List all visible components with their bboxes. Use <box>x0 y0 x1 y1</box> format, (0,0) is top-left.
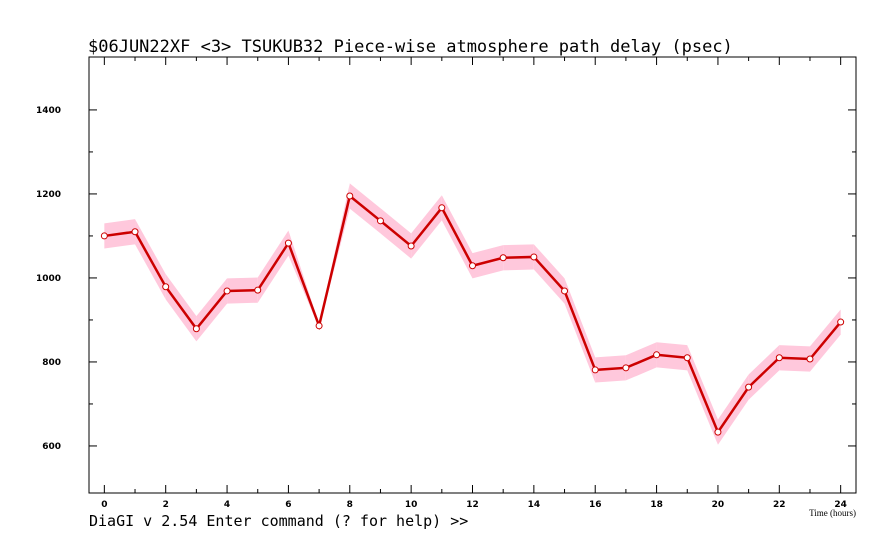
status-line: DiaGI v 2.54 Enter command (? for help) … <box>89 512 468 530</box>
y-tick-label: 1000 <box>36 274 61 284</box>
data-point <box>530 253 538 261</box>
x-tick-label: 16 <box>589 500 602 510</box>
data-point <box>653 351 661 359</box>
x-tick-label: 6 <box>285 500 291 510</box>
y-tick-label: 1200 <box>36 190 61 200</box>
data-point <box>683 354 691 362</box>
x-tick-label: 22 <box>773 500 786 510</box>
data-point <box>284 239 292 247</box>
x-axis-label: Time (hours) <box>809 508 856 518</box>
data-point <box>622 364 630 372</box>
data-point <box>714 428 722 436</box>
y-tick-label: 600 <box>42 442 61 452</box>
x-tick-label: 8 <box>347 500 353 510</box>
y-tick-label: 800 <box>42 358 61 368</box>
data-point <box>100 232 108 240</box>
data-point <box>837 318 845 326</box>
plot-frame <box>88 56 857 494</box>
data-point <box>192 325 200 333</box>
x-tick-label: 24 <box>834 500 847 510</box>
chart-title: $06JUN22XF <3> TSUKUB32 Piece-wise atmos… <box>88 37 733 57</box>
x-tick-label: 12 <box>466 500 479 510</box>
data-point <box>131 228 139 236</box>
x-tick-label: 2 <box>163 500 169 510</box>
data-point <box>745 383 753 391</box>
x-tick-label: 10 <box>405 500 418 510</box>
x-tick-label: 20 <box>712 500 725 510</box>
x-tick-label: 14 <box>528 500 541 510</box>
data-point <box>346 192 354 200</box>
data-point <box>775 354 783 362</box>
data-point <box>162 283 170 291</box>
data-point <box>254 286 262 294</box>
data-point <box>223 287 231 295</box>
data-point <box>469 262 476 270</box>
data-point <box>315 322 323 330</box>
x-tick-label: 4 <box>224 500 230 510</box>
data-point <box>407 242 415 250</box>
y-tick-label: 1400 <box>36 106 61 116</box>
data-point <box>591 366 599 374</box>
x-tick-label: 18 <box>650 500 663 510</box>
data-point <box>499 254 507 262</box>
data-point <box>438 204 446 212</box>
data-point <box>561 287 569 295</box>
x-tick-label: 0 <box>101 500 107 510</box>
data-point <box>376 217 384 225</box>
data-point <box>806 355 814 363</box>
